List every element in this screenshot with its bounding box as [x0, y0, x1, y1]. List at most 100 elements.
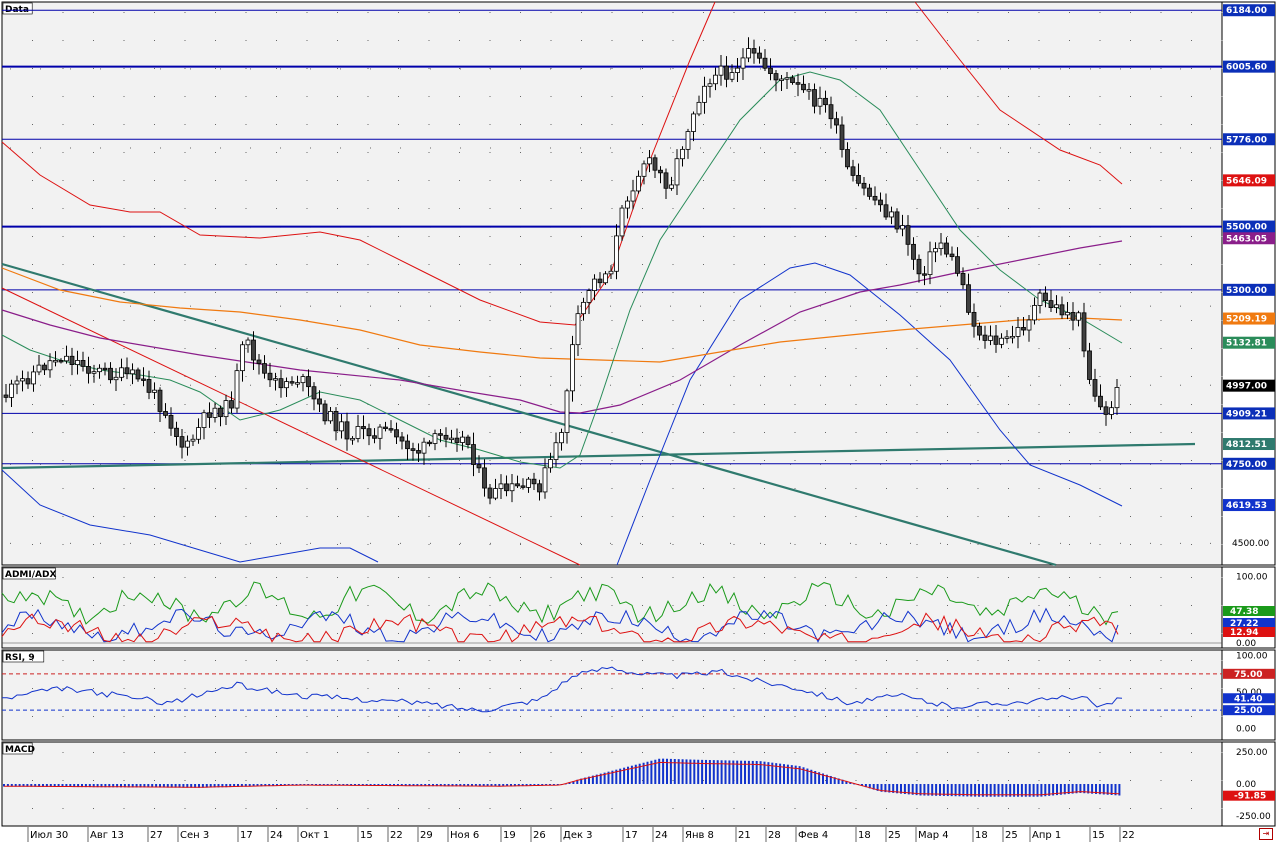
grid-dot — [733, 12, 735, 13]
candle-body — [80, 360, 86, 367]
grid-dot — [733, 460, 735, 461]
grid-dot — [130, 68, 131, 70]
macd-bar — [510, 784, 512, 787]
macd-bar — [357, 784, 360, 786]
panel-title-box — [2, 742, 33, 755]
rsi-line — [1, 666, 1123, 713]
grid-dot — [733, 96, 735, 97]
grid-dot — [1069, 688, 1070, 689]
grid-dot — [581, 180, 582, 181]
macd-bar — [775, 763, 778, 784]
macd-bar — [451, 784, 454, 787]
grid-dot — [611, 808, 613, 809]
grid-dot — [1130, 152, 1131, 153]
grid-dot — [1180, 68, 1181, 70]
grid-dot — [672, 152, 674, 153]
candle-body — [366, 428, 372, 437]
candle-body — [548, 459, 553, 469]
grid-dot — [1221, 292, 1223, 293]
grid-dot — [276, 432, 277, 433]
macd-bar — [927, 784, 930, 796]
grid-dot — [245, 348, 247, 349]
macd-bar — [233, 784, 236, 787]
grid-dot — [581, 376, 582, 377]
x-tick-label: 18 — [975, 830, 988, 841]
grid-dot — [1099, 96, 1101, 97]
grid-dot — [1069, 633, 1070, 634]
grid-dot — [276, 320, 277, 321]
candle-body — [421, 441, 427, 454]
grid-dot — [733, 488, 735, 489]
macd-bar — [92, 784, 95, 788]
grid-dot — [1090, 384, 1091, 386]
grid-dot — [428, 96, 430, 97]
grid-dot — [100, 147, 101, 149]
grid-dot — [886, 348, 887, 349]
grid-dot — [1130, 40, 1131, 41]
candle-body — [251, 339, 256, 361]
grid-dot — [886, 376, 887, 377]
grid-dot — [428, 432, 430, 433]
candle-body — [696, 101, 702, 115]
grid-dot — [550, 147, 551, 149]
grid-dot — [1038, 780, 1040, 781]
macd-bar — [77, 784, 80, 788]
grid-dot — [460, 305, 461, 307]
x-tick-label: 15 — [360, 830, 373, 841]
grid-dot — [428, 68, 430, 69]
grid-dot — [1221, 68, 1223, 69]
grid-dot — [1160, 40, 1162, 41]
grid-dot — [1099, 432, 1101, 433]
candle-body — [124, 367, 130, 375]
grid-dot — [154, 208, 155, 209]
grid-dot — [977, 488, 979, 489]
macd-bar — [490, 784, 493, 787]
macd-bar — [755, 761, 758, 784]
grid-dot — [1038, 348, 1040, 349]
candle-body — [735, 67, 740, 73]
candle-body — [933, 248, 938, 253]
grid-dot — [1221, 752, 1223, 753]
grid-dot — [215, 96, 216, 97]
x-tick-label: 19 — [503, 830, 516, 841]
candle-body — [75, 360, 80, 365]
grid-dot — [880, 147, 881, 149]
macd-bar — [373, 784, 376, 786]
candle-body — [322, 403, 328, 422]
grid-dot — [245, 292, 247, 293]
grid-dot — [184, 404, 186, 405]
grid-dot — [1221, 808, 1223, 809]
scroll-to-end-icon[interactable]: ⇥ — [1259, 828, 1273, 840]
grid-dot — [733, 432, 735, 433]
grid-dot — [730, 68, 731, 70]
grid-dot — [398, 12, 399, 13]
grid-dot — [1069, 236, 1070, 237]
grid-dot — [1130, 96, 1131, 97]
macd-bar — [814, 771, 817, 784]
macd-bar — [221, 784, 224, 788]
macd-bar — [919, 784, 922, 796]
grid-dot — [337, 544, 338, 545]
grid-dot — [62, 752, 64, 753]
grid-dot — [947, 68, 948, 69]
candle-body — [1070, 312, 1076, 321]
grid-dot — [367, 264, 369, 265]
macd-bar — [993, 784, 996, 797]
grid-dot — [764, 12, 765, 13]
grid-dot — [1221, 716, 1223, 717]
grid-dot — [123, 605, 125, 606]
macd-bar — [100, 784, 103, 788]
grid-dot — [93, 752, 94, 753]
grid-dot — [62, 460, 64, 461]
grid-dot — [611, 516, 613, 517]
macd-bar — [549, 784, 551, 786]
grid-dot — [550, 376, 552, 377]
grid-dot — [280, 305, 281, 307]
grid-dot — [367, 208, 369, 209]
grid-dot — [490, 147, 491, 149]
grid-dot — [1090, 305, 1091, 307]
grid-dot — [489, 264, 491, 265]
grid-dot — [1191, 180, 1192, 181]
grid-dot — [820, 147, 821, 149]
